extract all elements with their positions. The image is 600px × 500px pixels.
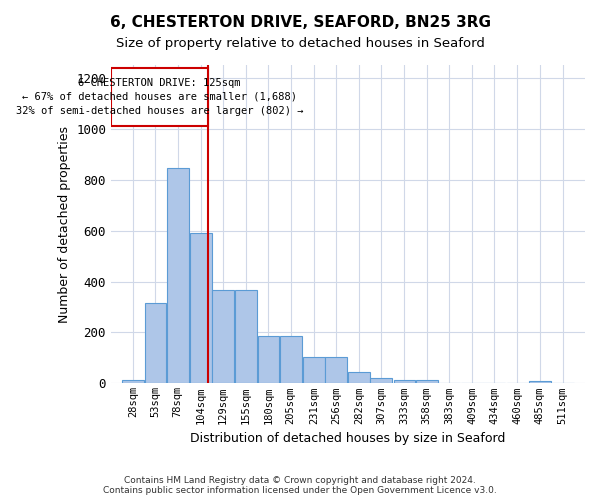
Text: 6, CHESTERTON DRIVE, SEAFORD, BN25 3RG: 6, CHESTERTON DRIVE, SEAFORD, BN25 3RG [110,15,491,30]
Bar [167,168,188,384]
Bar [145,303,166,384]
Bar [190,233,212,384]
Bar [280,336,302,384]
X-axis label: Distribution of detached houses by size in Seaford: Distribution of detached houses by size … [190,432,506,445]
Bar [416,380,437,384]
Text: Size of property relative to detached houses in Seaford: Size of property relative to detached ho… [116,38,484,51]
Bar [325,356,347,384]
Bar [370,378,392,384]
Text: Contains HM Land Registry data © Crown copyright and database right 2024.
Contai: Contains HM Land Registry data © Crown c… [103,476,497,495]
Bar [348,372,370,384]
Bar [303,356,325,384]
Bar [394,380,415,384]
Bar [122,380,144,384]
FancyBboxPatch shape [111,68,208,126]
Bar [212,290,234,384]
Text: 6 CHESTERTON DRIVE: 125sqm
← 67% of detached houses are smaller (1,688)
32% of s: 6 CHESTERTON DRIVE: 125sqm ← 67% of deta… [16,78,304,116]
Bar [235,290,257,384]
Bar [529,381,551,384]
Bar [257,336,279,384]
Y-axis label: Number of detached properties: Number of detached properties [58,126,71,322]
